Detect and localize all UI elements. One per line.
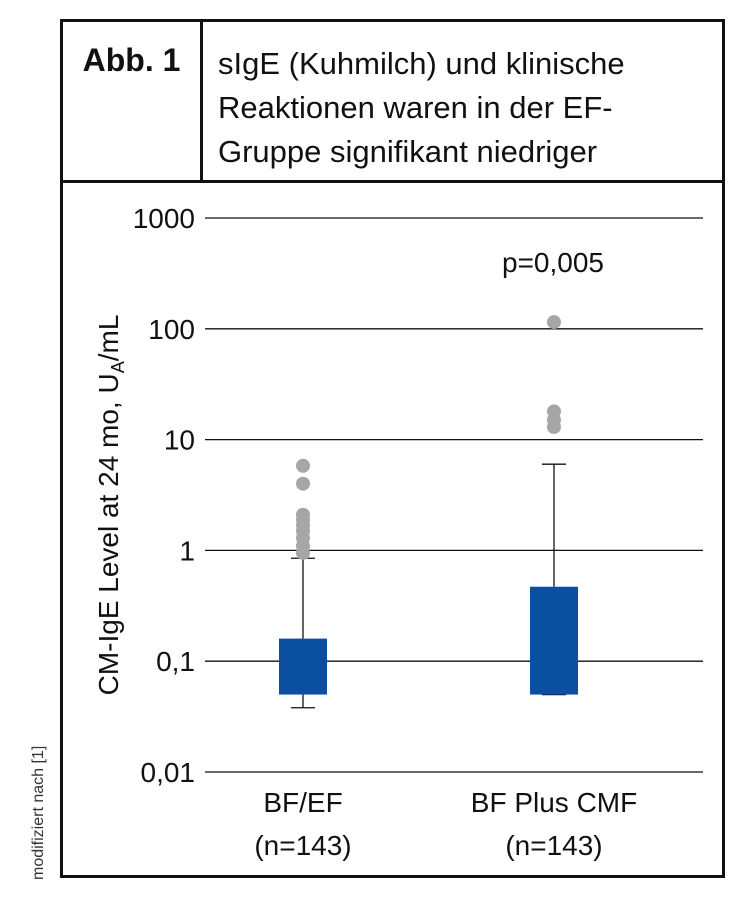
- box-layer: [279, 315, 578, 709]
- box-iqr: [279, 638, 327, 695]
- category-labels: BF/EF (n=143) BF Plus CMF (n=143): [254, 787, 637, 861]
- y-tick-label: 0,1: [156, 646, 195, 677]
- box-group: [530, 315, 578, 696]
- category-label: BF Plus CMF: [471, 787, 637, 818]
- figure-header: Abb. 1 sIgE (Kuhmilch) und klinische Rea…: [63, 22, 722, 183]
- y-tick-label: 1: [179, 535, 195, 566]
- category-count: (n=143): [505, 830, 602, 861]
- figure-title-line: Reaktionen waren in der EF-: [218, 90, 613, 125]
- outlier-point: [547, 404, 561, 419]
- category-count: (n=143): [254, 830, 351, 861]
- y-tick-label: 0,01: [141, 757, 196, 788]
- category-label: BF/EF: [263, 787, 342, 818]
- box-group: [279, 458, 327, 709]
- figure-title-line: sIgE (Kuhmilch) und klinische: [218, 46, 625, 81]
- y-tick-labels: 1000 100 10 1 0,1 0,01: [133, 203, 195, 788]
- figure-frame: Abb. 1 sIgE (Kuhmilch) und klinische Rea…: [60, 19, 725, 878]
- outlier-point: [296, 507, 310, 522]
- outlier-point: [296, 476, 310, 491]
- y-tick-label: 100: [148, 314, 195, 345]
- figure-title-line: Gruppe signifikant niedriger: [218, 134, 598, 169]
- outlier-point: [547, 315, 561, 330]
- y-axis-label: CM-IgE Level at 24 mo, UA/mL: [93, 315, 128, 696]
- y-tick-label: 10: [164, 425, 195, 456]
- box-iqr: [530, 586, 578, 695]
- p-value-annotation: p=0,005: [502, 247, 604, 278]
- outlier-point: [296, 458, 310, 473]
- figure-label: Abb. 1: [63, 22, 203, 180]
- figure-title: sIgE (Kuhmilch) und klinische Reaktionen…: [218, 42, 718, 174]
- y-tick-label: 1000: [133, 203, 195, 234]
